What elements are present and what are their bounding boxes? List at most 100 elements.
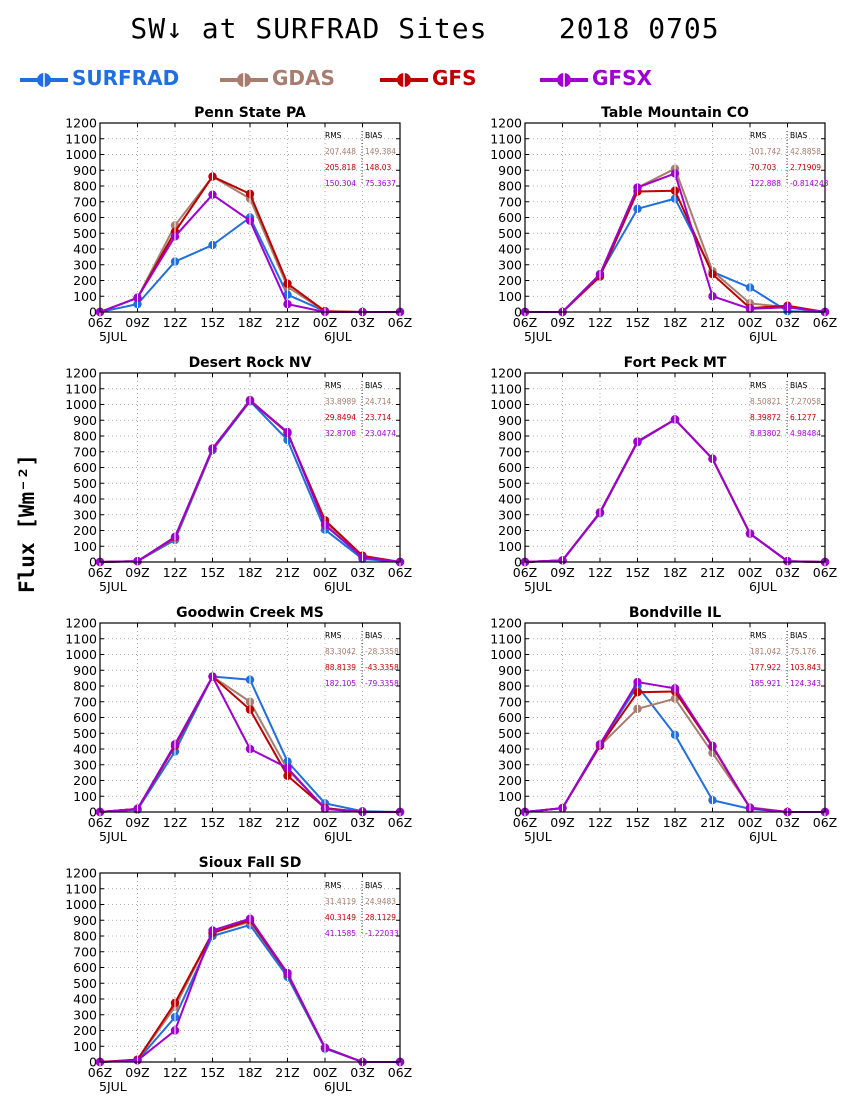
x-tick-label: 06Z xyxy=(88,315,112,330)
stats-header-bias: BIAS xyxy=(790,131,807,140)
y-tick-label: 1000 xyxy=(490,397,522,412)
y-tick-label: 800 xyxy=(73,429,97,444)
stats-header-bias: BIAS xyxy=(790,631,807,640)
y-tick-label: 800 xyxy=(73,679,97,694)
stats-bias-value: 4.98484 xyxy=(790,429,821,438)
y-tick-label: 200 xyxy=(498,273,522,288)
stats-header-rms: RMS xyxy=(325,381,342,390)
y-tick-label: 300 xyxy=(498,507,522,522)
y-tick-label: 200 xyxy=(73,523,97,538)
y-tick-label: 300 xyxy=(73,257,97,272)
x-tick-label: 18Z xyxy=(238,565,262,580)
y-tick-label: 300 xyxy=(498,757,522,772)
y-tick-label: 700 xyxy=(73,694,97,709)
y-tick-label: 1100 xyxy=(65,881,97,896)
x-tick-label: 06Z xyxy=(813,315,837,330)
x-tick-label: 09Z xyxy=(125,815,149,830)
stats-header-rms: RMS xyxy=(325,631,342,640)
panel-title: Fort Peck MT xyxy=(624,355,727,371)
x-tick-label: 00Z xyxy=(738,815,762,830)
y-tick-label: 500 xyxy=(73,726,97,741)
figure-title: SW↓ at SURFRAD Sites 2018 0705 xyxy=(130,12,720,45)
series-gfsx xyxy=(95,190,405,317)
y-tick-label: 600 xyxy=(73,460,97,475)
stats-rms-value: 41.1585 xyxy=(325,929,356,938)
y-tick-label: 1200 xyxy=(490,366,522,381)
date-label: 6JUL xyxy=(324,1079,352,1094)
stats-header-rms: RMS xyxy=(750,381,767,390)
stats-rms-value: 8.50821 xyxy=(750,397,781,406)
plot-frame xyxy=(99,122,401,313)
series-gdas-line xyxy=(99,920,400,1063)
stats-rms-value: 31.4119 xyxy=(325,897,356,906)
y-tick-label: 1100 xyxy=(490,631,522,646)
y-tick-label: 900 xyxy=(498,163,522,178)
date-label: 5JUL xyxy=(524,829,552,844)
stats-bias-value: 7.27058 xyxy=(790,397,821,406)
y-tick-label: 700 xyxy=(73,194,97,209)
y-tick-label: 600 xyxy=(498,210,522,225)
y-tick-label: 0 xyxy=(514,305,522,320)
stats-rms-value: 8.83802 xyxy=(750,429,781,438)
y-tick-label: 200 xyxy=(498,523,522,538)
x-tick-label: 00Z xyxy=(313,815,337,830)
y-tick-label: 800 xyxy=(498,429,522,444)
plot-frame xyxy=(524,372,826,563)
x-tick-label: 00Z xyxy=(313,565,337,580)
y-tick-label: 1200 xyxy=(65,366,97,381)
y-tick-label: 700 xyxy=(498,194,522,209)
x-tick-label: 18Z xyxy=(663,315,687,330)
stats-bias-value: 148.03 xyxy=(365,163,391,172)
y-tick-label: 1200 xyxy=(65,116,97,131)
panel-title: Penn State PA xyxy=(194,105,306,121)
date-label: 6JUL xyxy=(749,829,777,844)
y-tick-label: 800 xyxy=(498,179,522,194)
stats-rms-value: 29.8494 xyxy=(325,413,356,422)
y-tick-label: 1100 xyxy=(490,381,522,396)
y-tick-label: 100 xyxy=(73,539,97,554)
plot-frame xyxy=(99,622,401,813)
y-tick-label: 0 xyxy=(89,555,97,570)
date-label: 5JUL xyxy=(99,329,127,344)
y-tick-label: 500 xyxy=(73,226,97,241)
x-tick-label: 00Z xyxy=(313,315,337,330)
x-tick-label: 09Z xyxy=(125,1065,149,1080)
y-tick-label: 800 xyxy=(498,679,522,694)
x-tick-label: 09Z xyxy=(550,315,574,330)
y-tick-label: 900 xyxy=(73,413,97,428)
x-tick-label: 15Z xyxy=(200,1065,224,1080)
stats-rms-value: 32.8708 xyxy=(325,429,356,438)
y-tick-label: 0 xyxy=(89,1055,97,1070)
y-tick-label: 700 xyxy=(73,944,97,959)
y-tick-label: 700 xyxy=(498,694,522,709)
y-tick-label: 300 xyxy=(73,757,97,772)
series-gfs xyxy=(95,916,405,1067)
x-tick-label: 12Z xyxy=(163,1065,187,1080)
stats-rms-value: 205.818 xyxy=(325,163,356,172)
y-tick-label: 100 xyxy=(73,1039,97,1054)
series-gdas xyxy=(95,672,405,817)
stats-bias-value: 24.714 xyxy=(365,397,391,406)
legend: SURFRAD GDAS GFS GFSX xyxy=(0,64,850,98)
panel-sioux-fall-sd: Sioux Fall SD 010020030040050060070080090… xyxy=(65,855,412,1094)
x-tick-label: 06Z xyxy=(513,815,537,830)
stats-rms-value: 40.3149 xyxy=(325,913,356,922)
x-tick-label: 06Z xyxy=(388,315,412,330)
x-tick-label: 03Z xyxy=(350,315,374,330)
panel-bondville-il: Bondville IL 0100200300400500600700800900… xyxy=(490,605,837,844)
series-surfrad-line xyxy=(524,418,826,563)
x-tick-label: 15Z xyxy=(625,815,649,830)
y-tick-label: 600 xyxy=(498,460,522,475)
date-label: 6JUL xyxy=(324,329,352,344)
stats-rms-value: 122.888 xyxy=(750,179,781,188)
legend-marker-gdas-icon xyxy=(220,73,268,87)
date-label: 5JUL xyxy=(524,579,552,594)
x-tick-label: 21Z xyxy=(275,1065,299,1080)
y-tick-label: 500 xyxy=(498,726,522,741)
stats-header-bias: BIAS xyxy=(365,131,382,140)
y-tick-label: 100 xyxy=(498,539,522,554)
x-tick-label: 18Z xyxy=(238,315,262,330)
y-tick-label: 600 xyxy=(73,960,97,975)
